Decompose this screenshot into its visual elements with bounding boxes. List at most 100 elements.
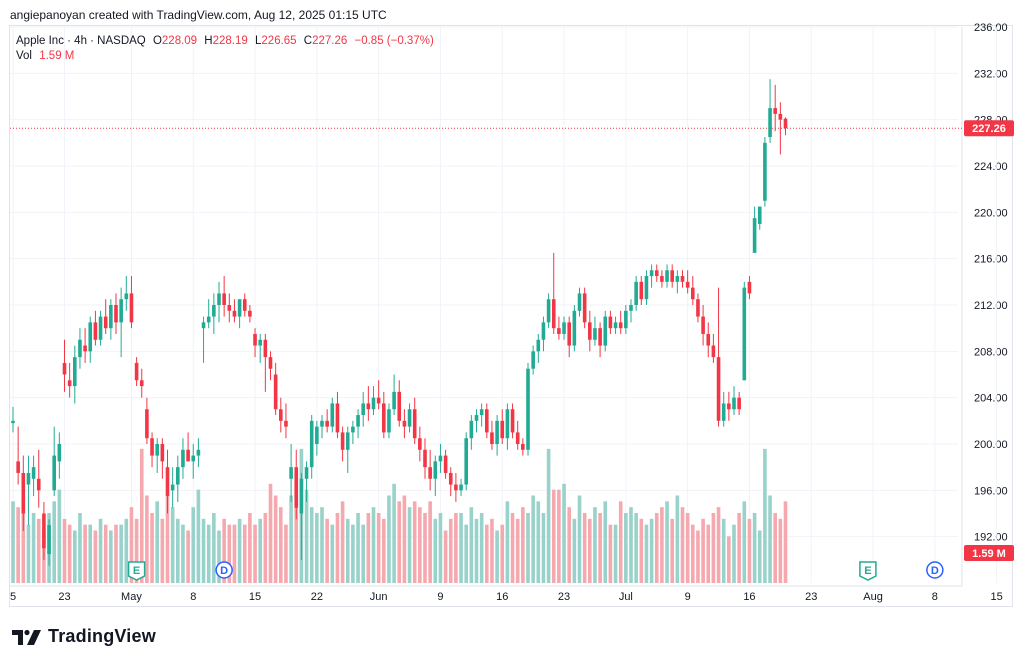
candle-body	[742, 287, 747, 381]
change-value: −0.85 (−0.37%)	[354, 35, 434, 47]
volume-bar	[237, 518, 242, 583]
candle-body	[763, 142, 767, 201]
y-tick-label: 204.00	[974, 393, 1008, 405]
candle-body	[268, 357, 273, 369]
volume-bar	[253, 524, 257, 583]
candle-body	[706, 333, 711, 346]
volume-bar	[613, 524, 618, 583]
candle-body	[376, 397, 381, 404]
volume-bar	[490, 518, 494, 583]
candle-body	[129, 293, 134, 323]
candle-body	[649, 270, 654, 277]
candle-body	[485, 409, 489, 433]
volume-bar	[165, 495, 170, 583]
candle-body	[418, 438, 422, 450]
volume-bar	[93, 530, 98, 583]
volume-bar	[335, 513, 340, 583]
y-tick-label: 196.00	[974, 485, 1008, 497]
candle-body	[469, 420, 474, 439]
candle-body	[618, 322, 623, 329]
candle-body	[345, 432, 350, 450]
candle-body	[557, 328, 561, 334]
x-tick-label: 9	[685, 591, 691, 603]
candle-body	[541, 322, 546, 340]
low-label: L	[255, 35, 262, 47]
volume-bar	[418, 507, 422, 583]
event-marker-label: E	[133, 565, 140, 577]
candle-body	[42, 513, 46, 549]
candle-body	[438, 455, 443, 462]
candle-body	[52, 455, 56, 491]
candle-body	[562, 322, 566, 334]
candle-body	[732, 397, 736, 410]
volume-bar	[701, 518, 705, 583]
x-tick-label: Aug	[863, 591, 883, 603]
volume-bar	[428, 501, 432, 583]
low-value: 226.65	[261, 35, 297, 47]
volume-bar	[474, 518, 479, 583]
candle-body	[397, 391, 402, 421]
volume-bar	[500, 524, 505, 583]
volume-bar	[124, 518, 129, 583]
volume-bar	[16, 507, 20, 583]
volume-bar	[711, 513, 716, 583]
volume-bar	[706, 524, 711, 583]
volume-bar	[660, 507, 664, 583]
candle-body	[608, 316, 613, 329]
volume-bar	[459, 513, 463, 583]
volume-bar	[716, 507, 721, 583]
volume-bar	[727, 536, 731, 583]
candle-body	[567, 322, 571, 346]
volume-bar	[438, 513, 443, 583]
candle-body	[165, 467, 170, 497]
candle-body	[119, 299, 123, 323]
candle-body	[145, 409, 149, 439]
candle-body	[412, 409, 417, 439]
candle-body	[88, 322, 93, 352]
volume-bar	[567, 507, 571, 583]
volume-bar	[526, 513, 530, 583]
volume-bar	[201, 518, 206, 583]
earnings-marker	[127, 561, 146, 581]
candle-body	[634, 281, 638, 305]
volume-bar	[309, 507, 314, 583]
volume-bar	[521, 507, 525, 583]
volume-bar	[160, 518, 165, 583]
volume-bar	[73, 530, 77, 583]
volume-bar	[26, 524, 31, 583]
candle-body	[382, 403, 386, 433]
volume-bar	[98, 518, 103, 583]
event-marker-label: E	[864, 565, 871, 577]
candle-body	[531, 351, 535, 369]
candle-body	[407, 409, 412, 427]
chart-frame[interactable]	[9, 25, 1013, 607]
candle-body	[716, 357, 721, 421]
volume-bar	[557, 489, 561, 583]
volume-bar	[109, 530, 113, 583]
volume-bar	[361, 524, 365, 583]
candle-body	[402, 420, 407, 427]
candle-body	[21, 472, 26, 514]
x-tick-label: 15	[991, 591, 1003, 603]
volume-bar	[639, 518, 644, 583]
x-tick-label: 16	[743, 591, 755, 603]
volume-bar	[510, 513, 515, 583]
x-tick-label: Jun	[370, 591, 388, 603]
candle-body	[253, 333, 257, 346]
candle-body	[284, 420, 288, 427]
volume-bar	[129, 507, 134, 583]
volume-bar	[103, 524, 108, 583]
candle-body	[371, 397, 376, 410]
candle-body	[629, 305, 633, 311]
candle-body	[773, 108, 777, 114]
dividend-marker	[215, 561, 233, 579]
candle-body	[598, 328, 602, 346]
volume-bar	[273, 495, 278, 583]
tradingview-logo[interactable]: TradingView	[12, 626, 156, 647]
candle-body	[155, 444, 159, 456]
y-tick-label: 200.00	[974, 439, 1008, 451]
x-tick-label: 8	[190, 591, 196, 603]
volume-bar	[402, 495, 407, 583]
candle-body	[103, 316, 108, 329]
